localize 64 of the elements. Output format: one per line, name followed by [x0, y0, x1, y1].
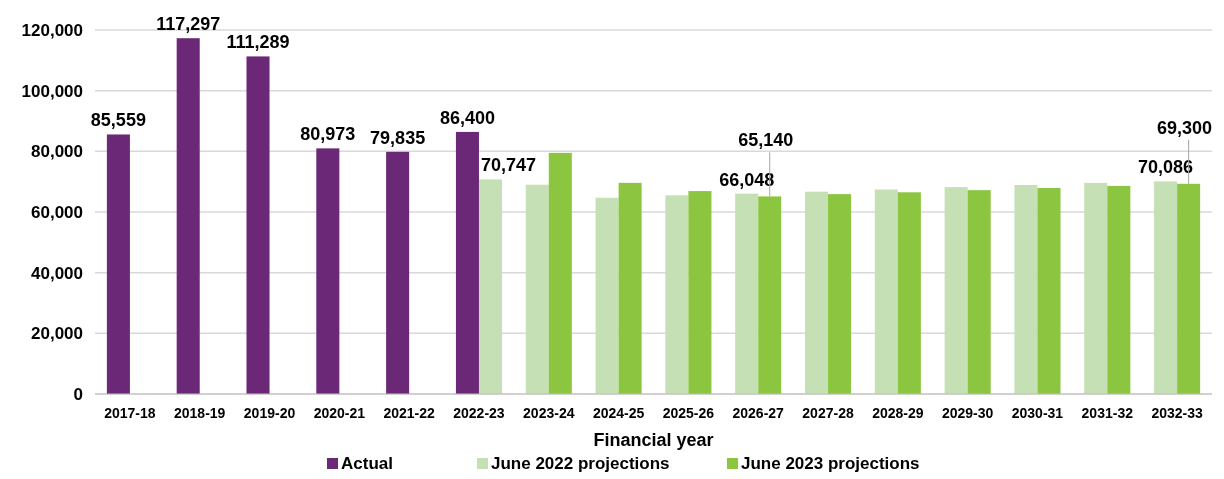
- bar: [897, 192, 921, 394]
- x-tick-label: 2032-33: [1151, 405, 1203, 421]
- bar: [1154, 181, 1178, 394]
- data-label: 85,559: [90, 110, 146, 131]
- bar: [525, 184, 549, 394]
- legend-label: June 2022 projections: [491, 454, 670, 473]
- data-label: 70,086: [1138, 157, 1194, 178]
- x-tick-label: 2017-18: [104, 405, 156, 421]
- data-label: 79,835: [370, 127, 426, 148]
- x-tick-label: 2023-24: [523, 405, 575, 421]
- x-tick-label: 2019-20: [243, 405, 296, 421]
- bar: [967, 190, 991, 394]
- data-label: 69,300: [1157, 117, 1213, 138]
- x-tick-label: 2022-23: [453, 405, 505, 421]
- bar: [804, 191, 829, 394]
- bar: [665, 195, 689, 394]
- x-tick-label: 2020-21: [313, 405, 366, 421]
- legend-label: Actual: [341, 454, 393, 473]
- bar: [1084, 182, 1108, 394]
- bar: [455, 131, 479, 394]
- y-tick-label: 20,000: [31, 324, 83, 344]
- x-tick-label: 2026-27: [732, 405, 785, 421]
- bar: [828, 194, 852, 394]
- y-tick-label: 120,000: [21, 20, 83, 40]
- bar: [1177, 183, 1201, 394]
- data-label: 65,140: [738, 130, 794, 151]
- data-label: 66,048: [719, 169, 775, 190]
- bar: [316, 148, 340, 394]
- bar: [386, 151, 410, 394]
- bar: [944, 187, 968, 394]
- bar: [106, 134, 130, 394]
- x-tick-label: 2031-32: [1081, 405, 1134, 421]
- bar: [176, 38, 200, 394]
- x-tick-label: 2025-26: [662, 405, 715, 421]
- data-label: 86,400: [439, 107, 495, 128]
- y-tick-label: 60,000: [31, 202, 83, 222]
- bar: [595, 197, 619, 394]
- bar: [758, 196, 782, 394]
- bar: [1014, 185, 1038, 394]
- x-tick-label: 2029-30: [941, 405, 994, 421]
- y-tick-label: 40,000: [31, 263, 83, 283]
- x-tick-label: 2028-29: [872, 405, 924, 421]
- bar: [874, 189, 898, 394]
- data-label: 111,289: [226, 32, 290, 53]
- bar: [618, 182, 642, 394]
- data-label: 70,747: [480, 155, 537, 176]
- y-tick-label: 100,000: [21, 81, 83, 101]
- y-tick-label: 0: [73, 384, 83, 404]
- x-tick-label: 2030-31: [1011, 405, 1064, 421]
- bar: [1107, 185, 1131, 394]
- x-axis-title: Financial year: [593, 430, 714, 450]
- bar: [246, 56, 270, 394]
- x-tick-label: 2024-25: [592, 405, 645, 421]
- y-tick-label: 80,000: [31, 142, 83, 162]
- data-label: 117,297: [156, 14, 221, 35]
- data-label: 80,973: [300, 124, 356, 145]
- x-tick-label: 2027-28: [802, 405, 854, 421]
- bar: [548, 152, 572, 394]
- bar: [1037, 188, 1061, 394]
- x-tick-label: 2018-19: [174, 405, 226, 421]
- bar: [688, 191, 712, 394]
- x-tick-label: 2021-22: [383, 405, 436, 421]
- bar: [735, 193, 759, 394]
- legend-label: June 2023 projections: [741, 454, 920, 473]
